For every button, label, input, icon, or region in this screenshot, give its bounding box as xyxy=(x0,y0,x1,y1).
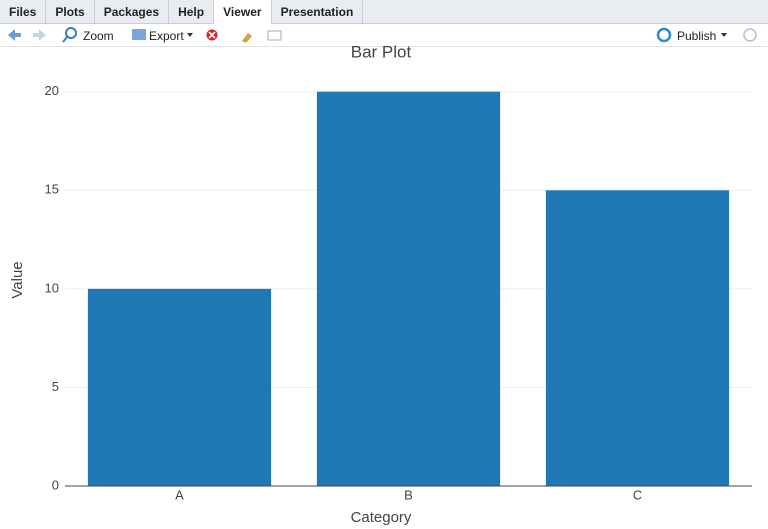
bar xyxy=(545,190,730,487)
export-caret xyxy=(187,33,193,37)
x-tick-label: B xyxy=(404,487,413,502)
zoom-button[interactable]: Zoom xyxy=(83,29,114,43)
x-axis-title: Category xyxy=(351,509,412,526)
tab[interactable]: Viewer xyxy=(214,0,272,24)
tab-bar: Files Plots Packages Help Viewer Presentation xyxy=(0,0,768,24)
tab[interactable]: Help xyxy=(169,0,215,23)
zoom-handle xyxy=(62,36,68,43)
refresh-icon xyxy=(743,28,757,42)
export-button[interactable]: Export xyxy=(149,29,184,43)
tab[interactable]: Presentation xyxy=(272,0,364,23)
zoom-icon[interactable] xyxy=(65,27,77,39)
x-tick-label: A xyxy=(175,487,184,502)
tab[interactable]: Packages xyxy=(95,0,170,23)
publish-icon[interactable] xyxy=(656,27,672,43)
export-icon[interactable] xyxy=(132,29,146,40)
bar xyxy=(316,91,501,486)
x-tick-label: C xyxy=(633,487,642,502)
y-tick-label: 15 xyxy=(45,182,59,197)
back-icon[interactable] xyxy=(8,29,21,41)
toolbar-icons xyxy=(8,27,757,43)
popout-icon xyxy=(267,30,282,41)
publish-caret xyxy=(721,33,727,37)
forward-icon xyxy=(33,29,46,41)
toolbar: Zoom Export Publish xyxy=(0,24,768,47)
clear-x xyxy=(208,31,216,39)
y-tick-label: 20 xyxy=(45,83,59,98)
y-tick-label: 0 xyxy=(52,477,59,492)
y-tick-label: 5 xyxy=(52,379,59,394)
y-tick-label: 10 xyxy=(45,280,59,295)
tab[interactable]: Files xyxy=(0,0,47,23)
publish-button[interactable]: Publish xyxy=(677,29,717,43)
y-axis-title: Value xyxy=(9,261,26,298)
tab[interactable]: Plots xyxy=(46,0,95,23)
broom-icon[interactable] xyxy=(242,33,252,43)
bar xyxy=(87,288,272,486)
